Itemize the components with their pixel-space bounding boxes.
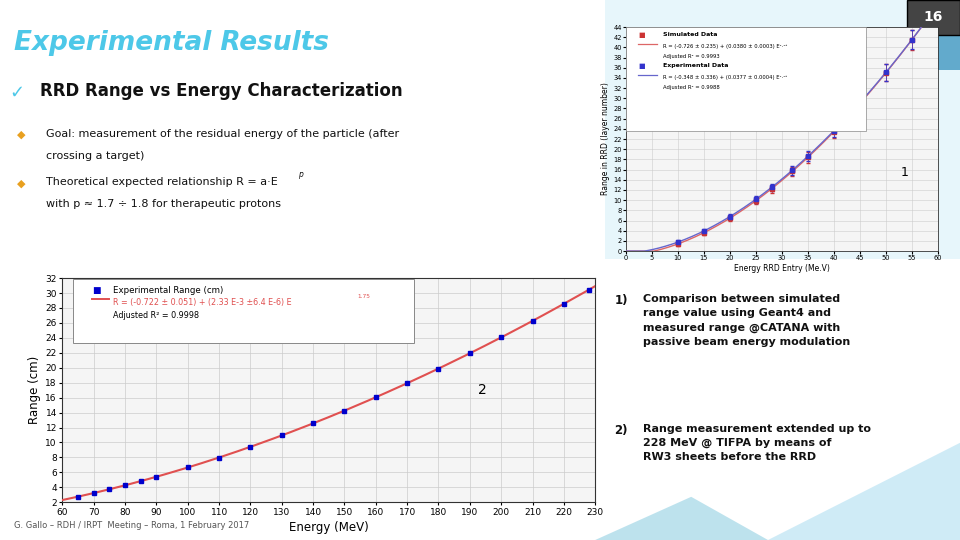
Text: ■: ■ xyxy=(92,286,100,295)
Text: ◆: ◆ xyxy=(17,130,26,140)
Text: R = (-0.348 ± 0.336) + (0.0377 ± 0.0004) E¹·¹³: R = (-0.348 ± 0.336) + (0.0377 ± 0.0004)… xyxy=(663,75,787,79)
Text: Experimental Range (cm): Experimental Range (cm) xyxy=(113,286,224,295)
Text: 2: 2 xyxy=(478,383,487,397)
Text: 1: 1 xyxy=(900,166,908,179)
Text: ✓: ✓ xyxy=(10,84,25,102)
Text: G. Gallo – RDH / IRPT  Meeting – Roma, 1 February 2017: G. Gallo – RDH / IRPT Meeting – Roma, 1 … xyxy=(14,521,250,530)
X-axis label: Energy (MeV): Energy (MeV) xyxy=(289,521,369,534)
Text: 2): 2) xyxy=(614,424,628,437)
Polygon shape xyxy=(595,497,768,540)
Text: Theoretical expected relationship R = a·E: Theoretical expected relationship R = a·… xyxy=(46,177,277,187)
Text: ■: ■ xyxy=(638,32,645,38)
Polygon shape xyxy=(595,443,960,540)
Polygon shape xyxy=(835,0,960,70)
Text: with p ≈ 1.7 ÷ 1.8 for therapeutic protons: with p ≈ 1.7 ÷ 1.8 for therapeutic proto… xyxy=(46,199,281,209)
FancyBboxPatch shape xyxy=(73,279,414,343)
Text: RRD Range vs Energy Characterization: RRD Range vs Energy Characterization xyxy=(40,82,403,100)
Text: Comparison between simulated
range value using Geant4 and
measured range @CATANA: Comparison between simulated range value… xyxy=(643,294,851,347)
Text: R = (-0.726 ± 0.235) + (0.0380 ± 0.0003) E¹·¹³: R = (-0.726 ± 0.235) + (0.0380 ± 0.0003)… xyxy=(663,44,788,49)
Text: ◆: ◆ xyxy=(17,178,26,188)
Y-axis label: Range in RRD (layer number): Range in RRD (layer number) xyxy=(602,83,611,195)
Text: Simulated Data: Simulated Data xyxy=(663,32,718,37)
Text: Range measurement extended up to
228 MeV @ TIFPA by means of
RW3 sheets before t: Range measurement extended up to 228 MeV… xyxy=(643,424,872,462)
Y-axis label: Range (cm): Range (cm) xyxy=(28,356,41,424)
X-axis label: Energy RRD Entry (Me.V): Energy RRD Entry (Me.V) xyxy=(734,264,829,273)
Text: crossing a target): crossing a target) xyxy=(46,151,144,161)
FancyBboxPatch shape xyxy=(626,27,866,131)
Text: R = (-0.722 ± 0.051) + (2.33 E-3 ±6.4 E-6) E: R = (-0.722 ± 0.051) + (2.33 E-3 ±6.4 E-… xyxy=(113,298,292,307)
Text: Experimental Results: Experimental Results xyxy=(14,30,329,56)
Text: 1): 1) xyxy=(614,294,628,307)
Text: Adjusted R² = 0.9988: Adjusted R² = 0.9988 xyxy=(663,85,720,90)
Text: Goal: measurement of the residual energy of the particle (after: Goal: measurement of the residual energy… xyxy=(46,129,399,139)
Polygon shape xyxy=(605,0,960,259)
Text: ■: ■ xyxy=(638,63,645,69)
Text: Experimental Data: Experimental Data xyxy=(663,63,729,68)
Text: 1.75: 1.75 xyxy=(357,294,370,299)
FancyBboxPatch shape xyxy=(907,0,960,35)
Text: 16: 16 xyxy=(924,10,943,24)
Text: p: p xyxy=(298,170,302,179)
Text: Adjusted R² = 0.9998: Adjusted R² = 0.9998 xyxy=(113,311,199,320)
Text: Adjusted R² = 0.9993: Adjusted R² = 0.9993 xyxy=(663,55,720,59)
